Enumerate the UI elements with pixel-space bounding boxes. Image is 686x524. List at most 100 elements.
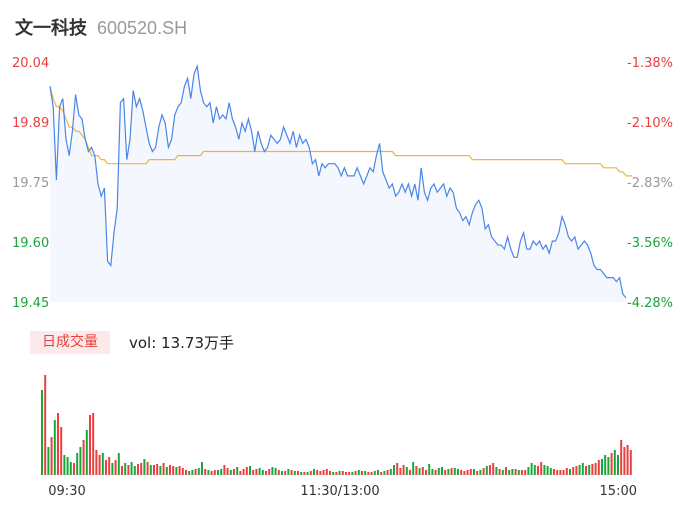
volume-bar — [380, 472, 383, 475]
volume-bar — [73, 463, 75, 475]
volume-bar — [66, 457, 69, 475]
volume-bar — [492, 463, 495, 475]
volume-bar — [482, 468, 485, 475]
volume-bar — [105, 460, 107, 475]
volume-bar — [597, 460, 600, 475]
volume-bar — [137, 464, 139, 475]
volume-bar — [533, 465, 536, 475]
volume-bar — [146, 462, 149, 475]
volume-bar — [565, 468, 568, 475]
volume-bar — [153, 465, 155, 475]
volume-bar — [319, 471, 322, 475]
volume-bar — [393, 465, 395, 475]
volume-bar — [213, 470, 216, 475]
volume-bar — [540, 462, 543, 475]
volume-bar — [537, 466, 539, 475]
volume-bar — [412, 462, 415, 475]
volume-bar — [165, 467, 168, 475]
y-tick-label: 19.60 — [12, 236, 49, 251]
volume-bar — [437, 468, 440, 475]
volume-bar — [402, 465, 405, 475]
volume-bar — [370, 472, 373, 475]
title-row: 文一科技 600520.SH — [15, 14, 188, 39]
volume-bar — [588, 465, 591, 475]
volume-bar — [300, 472, 303, 475]
volume-bar — [101, 453, 104, 475]
volume-bar — [255, 469, 258, 475]
series-line-average — [49, 86, 633, 177]
volume-value: 13.73万手 — [161, 334, 234, 352]
volume-bar — [252, 470, 255, 475]
volume-bar — [306, 472, 309, 475]
volume-bar — [197, 468, 200, 475]
volume-bar — [133, 466, 136, 475]
volume-bar — [293, 471, 296, 475]
volume-bar — [604, 455, 607, 475]
price-area — [50, 66, 626, 302]
y-pct-label: -3.56% — [627, 236, 673, 251]
volume-bar — [613, 450, 616, 475]
volume-bar — [178, 466, 181, 475]
y-tick-label: 19.45 — [12, 296, 49, 311]
volume-bar — [348, 472, 351, 475]
volume-bar — [517, 470, 520, 475]
volume-bar — [594, 463, 597, 475]
volume-bar — [50, 437, 53, 475]
price-area-layer — [50, 66, 626, 302]
volume-bar — [575, 466, 578, 475]
volume-bar — [287, 469, 290, 475]
volume-bar — [316, 470, 319, 475]
stock-code: 600520.SH — [97, 18, 188, 38]
volume-bar — [313, 469, 315, 475]
volume-bar — [111, 463, 114, 475]
volume-bar — [556, 470, 559, 475]
volume-bar — [389, 469, 392, 475]
volume-bar — [277, 470, 280, 475]
volume-bar — [441, 467, 443, 475]
volume-bar — [140, 463, 143, 475]
volume-bar — [117, 453, 120, 475]
volume-bar — [89, 415, 91, 475]
volume-bar — [261, 470, 264, 475]
volume-bar — [396, 463, 399, 475]
volume-tab[interactable]: 日成交量 — [30, 331, 110, 354]
series-line-price — [49, 63, 627, 299]
volume-bar — [239, 471, 242, 475]
volume-bar — [242, 469, 245, 475]
volume-bar — [127, 465, 130, 475]
y-tick-label: 19.75 — [12, 176, 49, 191]
volume-bar — [386, 470, 389, 475]
volume-bar — [309, 471, 312, 475]
volume-bar — [76, 453, 79, 475]
volume-bar — [383, 471, 386, 475]
volume-bar — [489, 465, 491, 475]
volume-bar — [245, 467, 248, 475]
volume-bar — [626, 445, 629, 475]
volume-bar — [405, 467, 408, 475]
volume-bar — [130, 462, 133, 475]
volume-bar — [357, 470, 360, 475]
volume-bar — [53, 420, 56, 475]
volume-bar — [41, 390, 43, 475]
volume-bar — [169, 465, 171, 475]
volume-bar — [191, 470, 194, 475]
volume-bar — [569, 469, 571, 475]
volume-bar — [220, 469, 223, 475]
volume-bar — [201, 462, 203, 475]
y-tick-label: 20.04 — [12, 56, 49, 71]
y-pct-label: -2.10% — [627, 116, 673, 131]
volume-bar — [610, 453, 613, 475]
volume-bar — [524, 470, 527, 475]
volume-bar — [188, 471, 191, 475]
volume-bar — [601, 459, 603, 475]
volume-bar — [421, 467, 424, 475]
volume-bar — [450, 468, 453, 475]
volume-bar — [521, 470, 523, 475]
volume-bar — [149, 465, 152, 475]
volume-bar — [546, 466, 549, 475]
volume-bar — [271, 467, 274, 475]
volume-bar — [265, 471, 267, 475]
volume-bar — [194, 469, 197, 475]
volume-bar — [156, 464, 159, 475]
volume-bar — [505, 467, 507, 475]
